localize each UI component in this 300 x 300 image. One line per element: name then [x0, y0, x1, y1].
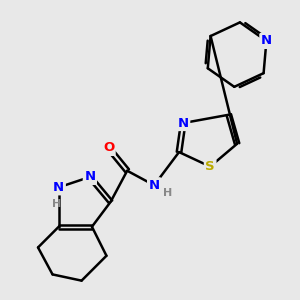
- Text: N: N: [84, 170, 95, 184]
- Text: O: O: [103, 141, 114, 154]
- Text: N: N: [148, 179, 160, 192]
- Text: N: N: [261, 34, 272, 47]
- Text: S: S: [205, 160, 215, 173]
- Text: H: H: [163, 188, 172, 198]
- Text: H: H: [52, 199, 61, 209]
- Text: N: N: [53, 181, 64, 194]
- Text: N: N: [178, 116, 189, 130]
